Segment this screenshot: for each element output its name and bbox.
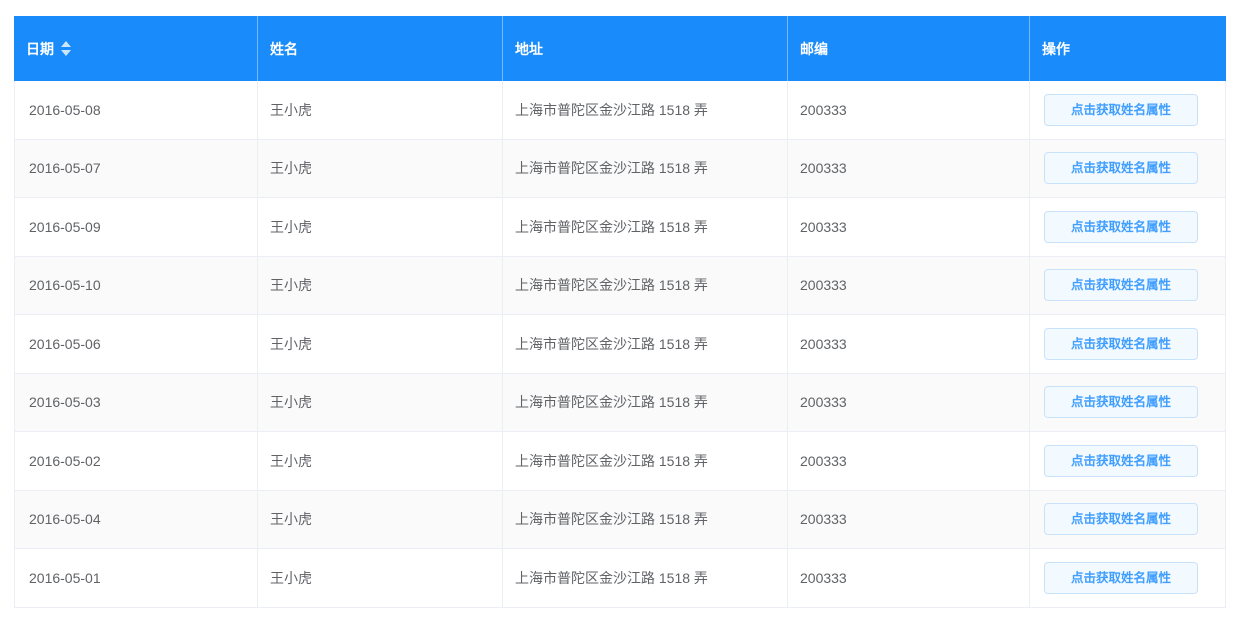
- table-row: 2016-05-10 王小虎 上海市普陀区金沙江路 1518 弄 200333 …: [15, 256, 1225, 315]
- cell-action: 点击获取姓名属性: [1030, 432, 1225, 490]
- sort-ascending-icon[interactable]: [61, 41, 71, 47]
- cell-date: 2016-05-09: [15, 198, 258, 256]
- cell-name: 王小虎: [258, 81, 503, 139]
- header-cell-name: 姓名: [258, 16, 503, 81]
- cell-date: 2016-05-01: [15, 549, 258, 607]
- cell-action: 点击获取姓名属性: [1030, 374, 1225, 432]
- cell-zip: 200333: [788, 549, 1030, 607]
- table-row: 2016-05-09 王小虎 上海市普陀区金沙江路 1518 弄 200333 …: [15, 198, 1225, 257]
- header-cell-address: 地址: [503, 16, 788, 81]
- get-name-attr-button[interactable]: 点击获取姓名属性: [1044, 93, 1198, 126]
- cell-address: 上海市普陀区金沙江路 1518 弄: [503, 549, 788, 607]
- get-name-attr-button[interactable]: 点击获取姓名属性: [1044, 210, 1198, 243]
- cell-action: 点击获取姓名属性: [1030, 198, 1225, 256]
- header-cell-zip: 邮编: [788, 16, 1030, 81]
- sort-carets[interactable]: [61, 41, 71, 56]
- get-name-attr-button[interactable]: 点击获取姓名属性: [1044, 503, 1198, 536]
- cell-address: 上海市普陀区金沙江路 1518 弄: [503, 373, 788, 431]
- cell-zip: 200333: [788, 315, 1030, 373]
- cell-zip: 200333: [788, 139, 1030, 197]
- cell-zip: 200333: [788, 81, 1030, 139]
- cell-zip: 200333: [788, 256, 1030, 314]
- cell-date: 2016-05-02: [15, 432, 258, 490]
- cell-name: 王小虎: [258, 198, 503, 256]
- data-table: 日期 姓名 地址 邮编 操作 2016-05-08 王小虎 上海市普陀区金沙江路…: [14, 16, 1226, 608]
- cell-address: 上海市普陀区金沙江路 1518 弄: [503, 315, 788, 373]
- cell-action: 点击获取姓名属性: [1030, 491, 1225, 549]
- cell-action: 点击获取姓名属性: [1030, 81, 1225, 139]
- cell-name: 王小虎: [258, 373, 503, 431]
- table-row: 2016-05-08 王小虎 上海市普陀区金沙江路 1518 弄 200333 …: [15, 81, 1225, 140]
- cell-name: 王小虎: [258, 315, 503, 373]
- table-header: 日期 姓名 地址 邮编 操作: [14, 16, 1226, 81]
- cell-action: 点击获取姓名属性: [1030, 140, 1225, 198]
- cell-address: 上海市普陀区金沙江路 1518 弄: [503, 432, 788, 490]
- cell-address: 上海市普陀区金沙江路 1518 弄: [503, 198, 788, 256]
- cell-address: 上海市普陀区金沙江路 1518 弄: [503, 81, 788, 139]
- table-row: 2016-05-06 王小虎 上海市普陀区金沙江路 1518 弄 200333 …: [15, 315, 1225, 374]
- get-name-attr-button[interactable]: 点击获取姓名属性: [1044, 561, 1198, 594]
- table-body: 2016-05-08 王小虎 上海市普陀区金沙江路 1518 弄 200333 …: [14, 81, 1226, 608]
- get-name-attr-button[interactable]: 点击获取姓名属性: [1044, 152, 1198, 185]
- sort-descending-icon[interactable]: [61, 50, 71, 56]
- cell-zip: 200333: [788, 432, 1030, 490]
- cell-action: 点击获取姓名属性: [1030, 549, 1225, 607]
- table-row: 2016-05-07 王小虎 上海市普陀区金沙江路 1518 弄 200333 …: [15, 139, 1225, 198]
- cell-name: 王小虎: [258, 490, 503, 548]
- table-row: 2016-05-02 王小虎 上海市普陀区金沙江路 1518 弄 200333 …: [15, 432, 1225, 491]
- cell-name: 王小虎: [258, 139, 503, 197]
- cell-date: 2016-05-06: [15, 315, 258, 373]
- cell-address: 上海市普陀区金沙江路 1518 弄: [503, 490, 788, 548]
- cell-address: 上海市普陀区金沙江路 1518 弄: [503, 139, 788, 197]
- table-row: 2016-05-03 王小虎 上海市普陀区金沙江路 1518 弄 200333 …: [15, 373, 1225, 432]
- cell-name: 王小虎: [258, 432, 503, 490]
- cell-zip: 200333: [788, 490, 1030, 548]
- cell-zip: 200333: [788, 198, 1030, 256]
- cell-zip: 200333: [788, 373, 1030, 431]
- table-row: 2016-05-04 王小虎 上海市普陀区金沙江路 1518 弄 200333 …: [15, 490, 1225, 549]
- cell-date: 2016-05-10: [15, 256, 258, 314]
- get-name-attr-button[interactable]: 点击获取姓名属性: [1044, 327, 1198, 360]
- get-name-attr-button[interactable]: 点击获取姓名属性: [1044, 444, 1198, 477]
- cell-name: 王小虎: [258, 549, 503, 607]
- cell-action: 点击获取姓名属性: [1030, 315, 1225, 373]
- get-name-attr-button[interactable]: 点击获取姓名属性: [1044, 269, 1198, 302]
- header-cell-action: 操作: [1042, 40, 1070, 57]
- cell-address: 上海市普陀区金沙江路 1518 弄: [503, 256, 788, 314]
- cell-action: 点击获取姓名属性: [1030, 257, 1225, 315]
- cell-date: 2016-05-07: [15, 139, 258, 197]
- cell-date: 2016-05-08: [15, 81, 258, 139]
- header-cell-date[interactable]: 日期: [14, 16, 258, 81]
- cell-date: 2016-05-04: [15, 490, 258, 548]
- cell-name: 王小虎: [258, 256, 503, 314]
- get-name-attr-button[interactable]: 点击获取姓名属性: [1044, 386, 1198, 419]
- header-label-date: 日期: [26, 40, 54, 57]
- cell-date: 2016-05-03: [15, 373, 258, 431]
- table-row: 2016-05-01 王小虎 上海市普陀区金沙江路 1518 弄 200333 …: [15, 549, 1225, 608]
